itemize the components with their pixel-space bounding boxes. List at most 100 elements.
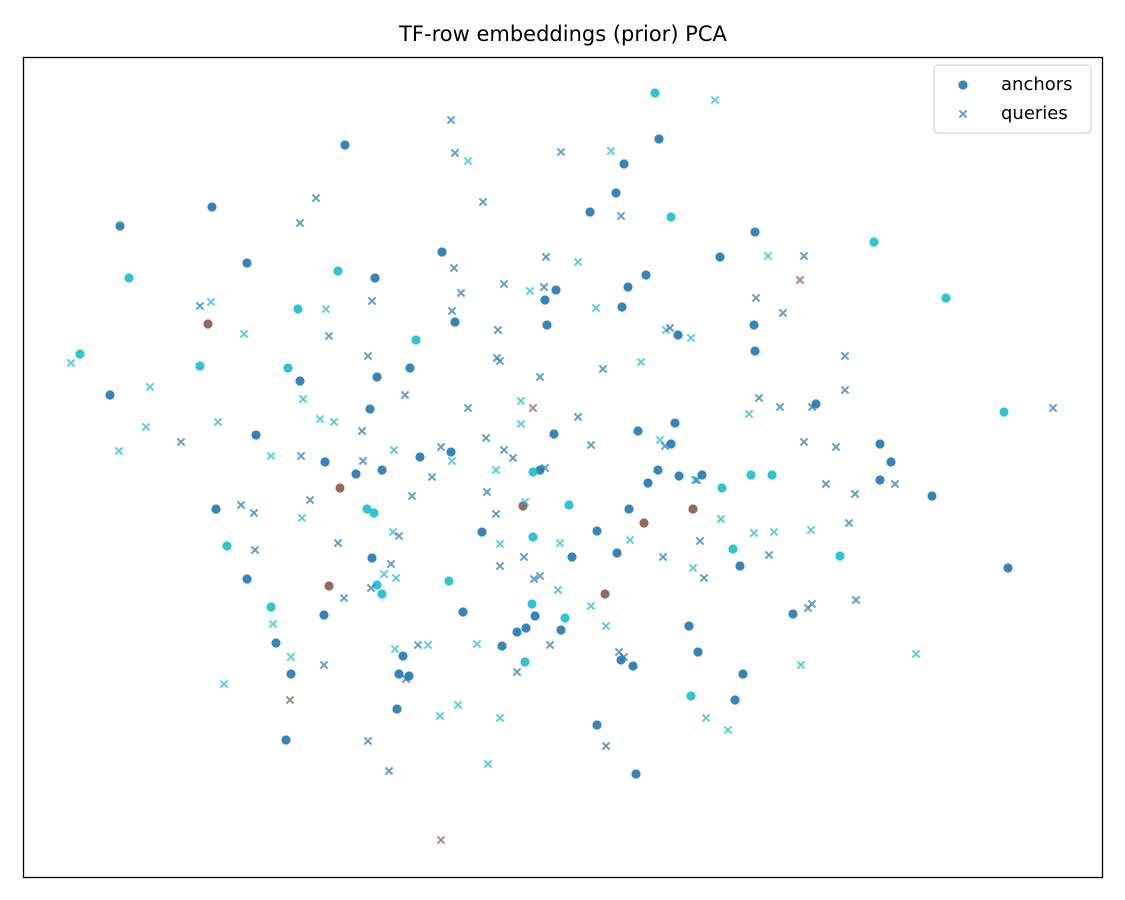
point: [372, 580, 382, 590]
point: [641, 270, 651, 280]
point: [744, 409, 754, 419]
point: [324, 581, 334, 591]
point: [415, 452, 425, 462]
point: [650, 88, 660, 98]
point: [369, 508, 379, 518]
point: [124, 273, 134, 283]
point: [203, 319, 213, 329]
point: [764, 550, 774, 560]
point: [746, 470, 756, 480]
point: [840, 385, 850, 395]
point: [370, 273, 380, 283]
point: [319, 610, 329, 620]
point: [617, 302, 627, 312]
point: [586, 440, 596, 450]
point: [821, 479, 831, 489]
point: [540, 295, 550, 305]
point: [699, 573, 709, 583]
point: [540, 463, 550, 473]
point: [735, 561, 745, 571]
point: [549, 429, 559, 439]
point: [666, 439, 676, 449]
point: [555, 538, 565, 548]
point: [835, 551, 845, 561]
point: [673, 330, 683, 340]
point: [436, 835, 446, 845]
point: [528, 532, 538, 542]
legend-box: [933, 64, 1092, 134]
point: [628, 661, 638, 671]
point: [869, 237, 879, 247]
point: [541, 252, 551, 262]
point: [890, 479, 900, 489]
point: [686, 691, 696, 701]
point: [616, 211, 626, 221]
point: [114, 446, 124, 456]
point: [145, 382, 155, 392]
point: [367, 296, 377, 306]
point: [339, 593, 349, 603]
point: [379, 569, 389, 579]
point: [242, 258, 252, 268]
chart-title: TF-row embeddings (prior) PCA: [398, 22, 727, 46]
point: [1048, 403, 1058, 413]
point: [453, 700, 463, 710]
point: [315, 414, 325, 424]
point: [446, 115, 456, 125]
point: [556, 625, 566, 635]
point: [592, 526, 602, 536]
point: [606, 146, 616, 156]
point: [377, 589, 387, 599]
point: [324, 331, 334, 341]
point: [636, 357, 646, 367]
point: [520, 497, 530, 507]
point: [481, 433, 491, 443]
point: [333, 538, 343, 548]
point: [508, 453, 518, 463]
point: [875, 439, 885, 449]
point: [684, 621, 694, 631]
point: [427, 472, 437, 482]
point: [542, 320, 552, 330]
point: [363, 351, 373, 361]
point: [295, 218, 305, 228]
point: [695, 536, 705, 546]
point: [749, 528, 759, 538]
point: [625, 535, 635, 545]
point: [482, 487, 492, 497]
point: [367, 553, 377, 563]
point: [844, 518, 854, 528]
point: [585, 207, 595, 217]
point: [362, 504, 372, 514]
point: [717, 483, 727, 493]
point: [495, 356, 505, 366]
point: [213, 417, 223, 427]
point: [298, 394, 308, 404]
point: [850, 489, 860, 499]
point: [653, 465, 663, 475]
point: [750, 227, 760, 237]
point: [249, 508, 259, 518]
point: [516, 419, 526, 429]
point: [545, 640, 555, 650]
point: [391, 573, 401, 583]
point: [941, 293, 951, 303]
plot-area: [66, 88, 1058, 845]
point: [236, 500, 246, 510]
point: [710, 95, 720, 105]
point: [611, 188, 621, 198]
point: [436, 442, 446, 452]
point: [715, 252, 725, 262]
point: [251, 430, 261, 440]
point: [437, 247, 447, 257]
point: [66, 358, 76, 368]
point: [530, 611, 540, 621]
point: [670, 418, 680, 428]
point: [875, 475, 885, 485]
point: [560, 613, 570, 623]
point: [390, 644, 400, 654]
point: [320, 457, 330, 467]
point: [807, 402, 817, 412]
point: [723, 725, 733, 735]
point: [749, 320, 759, 330]
